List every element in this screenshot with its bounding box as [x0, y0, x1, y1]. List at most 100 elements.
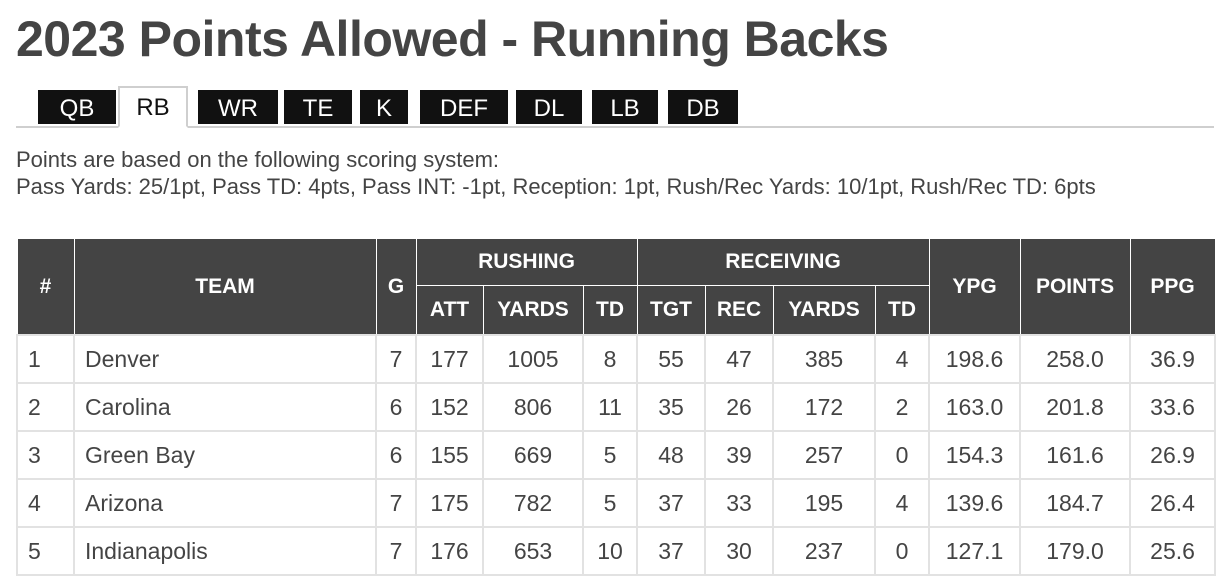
- table-row: 3 Green Bay 6 155 669 5 48 39 257 0 154.…: [16, 430, 1217, 480]
- cell-rec-yards: 237: [772, 526, 877, 576]
- header-rec-yards[interactable]: YARDS: [772, 285, 876, 336]
- cell-rank: 5: [16, 526, 75, 576]
- cell-rush-att: 175: [415, 478, 484, 528]
- tab-k[interactable]: K: [358, 88, 410, 126]
- position-tabs: QB RB WR TE K DEF DL LB DB: [16, 86, 1214, 128]
- cell-ppg: 26.9: [1129, 430, 1217, 480]
- cell-points: 184.7: [1019, 478, 1132, 528]
- cell-rec-td: 4: [874, 478, 931, 528]
- scoring-rules: Pass Yards: 25/1pt, Pass TD: 4pts, Pass …: [16, 174, 1096, 199]
- cell-rec-td: 4: [874, 334, 931, 384]
- cell-rec-td: 0: [874, 526, 931, 576]
- cell-ypg: 154.3: [928, 430, 1022, 480]
- cell-rec-tgt: 55: [636, 334, 707, 384]
- cell-ppg: 33.6: [1129, 382, 1217, 432]
- cell-rush-td: 8: [581, 334, 639, 384]
- table-row: 4 Arizona 7 175 782 5 37 33 195 4 139.6 …: [16, 478, 1217, 528]
- tab-wr[interactable]: WR: [196, 88, 280, 126]
- cell-ppg: 25.6: [1129, 526, 1217, 576]
- cell-points: 179.0: [1019, 526, 1132, 576]
- table-row: 2 Carolina 6 152 806 11 35 26 172 2 163.…: [16, 382, 1217, 432]
- cell-ypg: 163.0: [928, 382, 1022, 432]
- header-ppg[interactable]: PPG: [1129, 238, 1216, 336]
- cell-rush-att: 177: [415, 334, 484, 384]
- cell-rec-rec: 47: [704, 334, 775, 384]
- tab-rb[interactable]: RB: [118, 86, 188, 128]
- cell-rec-yards: 257: [772, 430, 877, 480]
- cell-rush-att: 176: [415, 526, 484, 576]
- header-rank[interactable]: #: [16, 238, 75, 336]
- cell-team: Green Bay: [73, 430, 377, 480]
- table-row: 1 Denver 7 177 1005 8 55 47 385 4 198.6 …: [16, 334, 1217, 384]
- header-rec-td[interactable]: TD: [874, 285, 930, 336]
- cell-rec-yards: 172: [772, 382, 877, 432]
- cell-rec-tgt: 48: [636, 430, 707, 480]
- tab-dl[interactable]: DL: [514, 88, 584, 126]
- cell-team: Arizona: [73, 478, 377, 528]
- cell-games: 7: [375, 478, 417, 528]
- tab-te[interactable]: TE: [282, 88, 354, 126]
- cell-ypg: 198.6: [928, 334, 1022, 384]
- cell-rec-yards: 385: [772, 334, 877, 384]
- page-title: 2023 Points Allowed - Running Backs: [16, 11, 889, 67]
- points-allowed-table: # TEAM G RUSHING RECEIVING YPG POINTS PP…: [16, 238, 1217, 576]
- header-rush-td[interactable]: TD: [582, 285, 638, 336]
- cell-rush-td: 10: [581, 526, 639, 576]
- cell-rush-td: 5: [581, 430, 639, 480]
- tab-qb[interactable]: QB: [36, 88, 118, 126]
- table-row: 5 Indianapolis 7 176 653 10 37 30 237 0 …: [16, 526, 1217, 576]
- cell-rec-td: 2: [874, 382, 931, 432]
- cell-rec-rec: 26: [704, 382, 775, 432]
- scoring-description: Points are based on the following scorin…: [16, 146, 1216, 200]
- cell-ppg: 26.4: [1129, 478, 1217, 528]
- cell-rec-tgt: 37: [636, 478, 707, 528]
- cell-rush-td: 11: [581, 382, 639, 432]
- cell-rec-yards: 195: [772, 478, 877, 528]
- cell-points: 258.0: [1019, 334, 1132, 384]
- cell-rush-td: 5: [581, 478, 639, 528]
- cell-rush-att: 152: [415, 382, 484, 432]
- cell-ppg: 36.9: [1129, 334, 1217, 384]
- cell-games: 7: [375, 334, 417, 384]
- cell-games: 7: [375, 526, 417, 576]
- header-ypg[interactable]: YPG: [928, 238, 1021, 336]
- cell-rank: 3: [16, 430, 75, 480]
- cell-rank: 4: [16, 478, 75, 528]
- header-rec-tgt[interactable]: TGT: [636, 285, 706, 336]
- header-rush-att[interactable]: ATT: [415, 285, 484, 336]
- header-receiving-group: RECEIVING: [636, 238, 930, 286]
- cell-rush-yards: 669: [482, 430, 584, 480]
- cell-rec-td: 0: [874, 430, 931, 480]
- cell-rush-att: 155: [415, 430, 484, 480]
- cell-rush-yards: 806: [482, 382, 584, 432]
- scoring-intro: Points are based on the following scorin…: [16, 147, 500, 172]
- cell-rec-tgt: 37: [636, 526, 707, 576]
- header-rushing-group: RUSHING: [415, 238, 638, 286]
- header-rush-yards[interactable]: YARDS: [482, 285, 584, 336]
- cell-points: 161.6: [1019, 430, 1132, 480]
- header-rec-rec[interactable]: REC: [704, 285, 774, 336]
- cell-games: 6: [375, 382, 417, 432]
- cell-points: 201.8: [1019, 382, 1132, 432]
- cell-rank: 2: [16, 382, 75, 432]
- header-team[interactable]: TEAM: [73, 238, 377, 336]
- tab-def[interactable]: DEF: [418, 88, 510, 126]
- tab-lb[interactable]: LB: [590, 88, 660, 126]
- cell-rush-yards: 782: [482, 478, 584, 528]
- cell-rush-yards: 653: [482, 526, 584, 576]
- cell-rec-rec: 33: [704, 478, 775, 528]
- cell-ypg: 139.6: [928, 478, 1022, 528]
- cell-rush-yards: 1005: [482, 334, 584, 384]
- cell-games: 6: [375, 430, 417, 480]
- cell-team: Denver: [73, 334, 377, 384]
- header-points[interactable]: POINTS: [1019, 238, 1131, 336]
- header-games[interactable]: G: [375, 238, 417, 336]
- cell-team: Carolina: [73, 382, 377, 432]
- cell-rec-tgt: 35: [636, 382, 707, 432]
- cell-rec-rec: 30: [704, 526, 775, 576]
- cell-ypg: 127.1: [928, 526, 1022, 576]
- cell-rank: 1: [16, 334, 75, 384]
- tab-db[interactable]: DB: [666, 88, 740, 126]
- cell-team: Indianapolis: [73, 526, 377, 576]
- cell-rec-rec: 39: [704, 430, 775, 480]
